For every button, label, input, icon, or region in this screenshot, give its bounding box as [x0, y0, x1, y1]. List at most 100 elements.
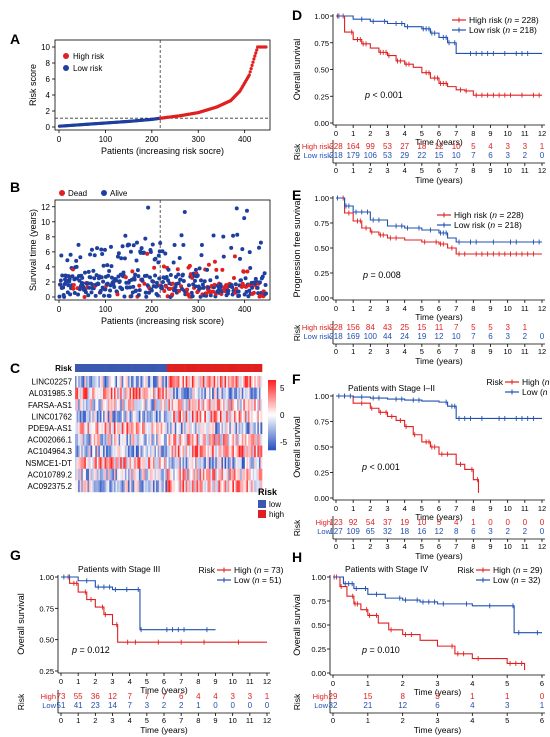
x-tick-label: 1	[351, 504, 355, 513]
risk-row-label: High	[316, 518, 331, 527]
heatmap-cell	[252, 434, 255, 446]
heatmap-cell	[137, 376, 140, 388]
heatmap-cell	[157, 422, 160, 435]
heatmap-cell	[166, 457, 169, 469]
heatmap-cell	[202, 387, 205, 400]
risk-point	[255, 48, 259, 52]
heatmap-cell	[160, 434, 163, 446]
heatmap-cell	[145, 434, 147, 446]
heatmap-cell	[254, 445, 257, 458]
heatmap-cell	[193, 387, 196, 400]
heatmap-cell	[224, 422, 227, 435]
at-risk-count: 4	[213, 692, 218, 701]
alive-point	[205, 267, 210, 272]
heatmap-cell	[149, 480, 152, 493]
risk-table-x-tick-label: 1	[366, 716, 370, 725]
heatmap-cell	[202, 445, 205, 458]
heatmap-cell	[110, 422, 113, 435]
risk-bar-cell	[237, 364, 239, 372]
heatmap-cell	[131, 434, 133, 446]
risk-table-x-tick-label: 2	[368, 542, 372, 551]
heatmap-cell	[258, 480, 261, 493]
at-risk-count: 2	[523, 151, 528, 160]
heatmap-cell	[230, 387, 233, 400]
heatmap-cell	[226, 457, 229, 469]
heatmap-cell	[95, 457, 98, 469]
at-risk-count: 84	[366, 323, 375, 332]
heatmap-cell	[148, 387, 151, 400]
x-tick-label: 200	[145, 305, 159, 314]
risk-bar-cell	[140, 364, 143, 372]
heatmap-cell	[243, 410, 246, 423]
alive-point	[78, 255, 83, 260]
heatmap-cell	[223, 422, 225, 435]
heatmap-cell	[251, 480, 253, 493]
heatmap-cell	[138, 387, 141, 400]
legend-label: Low (n = 32)	[493, 575, 541, 585]
x-axis-label: Patients (increasing risk score)	[101, 316, 224, 326]
heatmap-cell	[238, 434, 241, 446]
heatmap-cell	[146, 399, 149, 411]
heatmap-cell	[249, 410, 252, 423]
heatmap-cell	[145, 480, 147, 493]
heatmap-cell	[184, 422, 186, 435]
heatmap-cell	[209, 480, 211, 493]
heatmap-cell	[96, 399, 99, 411]
heatmap-cell	[257, 434, 260, 446]
heatmap-cell	[166, 468, 169, 481]
at-risk-count: 92	[349, 518, 358, 527]
heatmap-cell	[187, 445, 190, 458]
heatmap-cell	[146, 376, 149, 388]
heatmap-cell	[148, 376, 151, 388]
risk-table-x-tick-label: 1	[351, 347, 355, 356]
x-tick-label: 5	[505, 679, 509, 688]
heatmap-cell	[227, 480, 230, 493]
heatmap-cell	[123, 434, 126, 446]
heatmap-cell	[127, 387, 130, 400]
heatmap-cell	[176, 387, 179, 400]
heatmap-cell	[79, 387, 82, 400]
heatmap-cell	[233, 457, 236, 469]
x-tick-label: 3	[385, 129, 389, 138]
heatmap-cell	[121, 422, 124, 435]
y-tick-label: 0.00	[314, 119, 329, 128]
at-risk-count: 7	[471, 151, 476, 160]
alive-point	[153, 273, 158, 278]
color-scale-tick: 0	[280, 411, 285, 420]
heatmap-cell	[160, 480, 163, 493]
heatmap-cell	[118, 434, 121, 446]
heatmap-cell	[224, 376, 227, 388]
heatmap-cell	[247, 422, 250, 435]
heatmap-cell	[93, 457, 96, 469]
heatmap-cell	[123, 376, 126, 388]
heatmap-cell	[240, 399, 243, 411]
heatmap-cell	[95, 445, 98, 458]
x-tick-label: 4	[403, 504, 407, 513]
heatmap-cell	[227, 410, 230, 423]
heatmap-cell	[75, 434, 77, 446]
risk-table-x-tick-label: 7	[179, 716, 183, 725]
km-series-low	[61, 574, 216, 633]
heatmap-cell	[219, 387, 222, 400]
heatmap-cell	[127, 445, 130, 458]
alive-point	[260, 274, 265, 279]
heatmap-cell	[244, 445, 247, 458]
heatmap-cell	[205, 410, 208, 423]
heatmap-cell	[109, 445, 112, 458]
heatmap-cell	[112, 376, 115, 388]
heatmap-cell	[247, 387, 250, 400]
risk-table-x-axis-label: Time (years)	[140, 725, 188, 735]
heatmap-cell	[104, 434, 107, 446]
heatmap-cell	[216, 410, 219, 423]
heatmap-cell	[126, 468, 129, 481]
heatmap-cell	[121, 376, 124, 388]
heatmap-cell	[165, 468, 168, 481]
heatmap-cell	[156, 422, 158, 435]
risk-bar-cell	[223, 364, 225, 372]
heatmap-cell	[103, 376, 105, 388]
alive-point	[166, 267, 171, 272]
color-scale-cell	[268, 446, 276, 449]
heatmap-cell	[215, 468, 218, 481]
alive-point	[116, 251, 121, 256]
heatmap-cell	[255, 457, 258, 469]
